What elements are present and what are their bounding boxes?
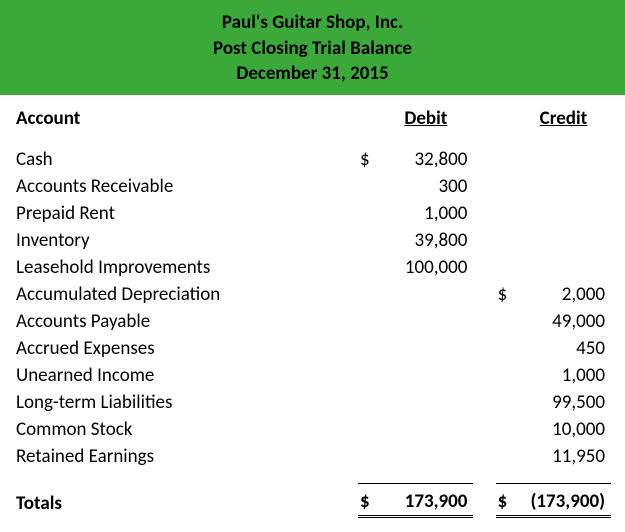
account-name: Leasehold Improvements [14,254,358,281]
table-row: Accrued Expenses 450 [14,335,611,362]
report-body: Account Debit Credit Cash$32,800Accounts… [0,95,625,532]
table-row: Accounts Payable 49,000 [14,308,611,335]
account-name: Inventory [14,227,358,254]
debit-currency-symbol: $ [358,484,382,517]
credit-amount [520,173,611,200]
totals-label: Totals [14,484,358,517]
debit-currency-symbol [358,362,382,389]
credit-amount: 99,500 [520,389,611,416]
table-row: Cash$32,800 [14,146,611,173]
totals-debit: 173,900 [382,484,473,517]
debit-amount [382,443,473,470]
col-header-credit: Credit [520,105,611,132]
table-row: Common Stock 10,000 [14,416,611,443]
col-header-debit: Debit [382,105,473,132]
table-row: Accumulated Depreciation $2,000 [14,281,611,308]
totals-credit: (173,900) [520,484,611,517]
credit-currency-symbol [496,200,520,227]
credit-amount [520,200,611,227]
debit-currency-symbol [358,389,382,416]
debit-amount [382,308,473,335]
totals-row: Totals $ 173,900 $ (173,900) [14,484,611,517]
credit-amount [520,227,611,254]
debit-currency-symbol [358,254,382,281]
account-name: Accrued Expenses [14,335,358,362]
account-name: Accumulated Depreciation [14,281,358,308]
account-name: Accounts Payable [14,308,358,335]
debit-currency-symbol: $ [358,146,382,173]
account-name: Common Stock [14,416,358,443]
credit-currency-symbol [496,308,520,335]
debit-amount [382,281,473,308]
credit-amount: 11,950 [520,443,611,470]
credit-currency-symbol [496,335,520,362]
table-row: Retained Earnings 11,950 [14,443,611,470]
debit-currency-symbol [358,173,382,200]
credit-currency-symbol: $ [496,484,520,517]
debit-amount [382,335,473,362]
table-row: Prepaid Rent 1,000 [14,200,611,227]
credit-amount [520,146,611,173]
debit-currency-symbol [358,443,382,470]
debit-amount [382,362,473,389]
debit-currency-symbol [358,308,382,335]
company-name: Paul's Guitar Shop, Inc. [0,10,625,36]
report-date: December 31, 2015 [0,61,625,87]
debit-currency-symbol [358,416,382,443]
table-row: Unearned Income 1,000 [14,362,611,389]
debit-amount: 32,800 [382,146,473,173]
debit-amount [382,416,473,443]
credit-amount: 1,000 [520,362,611,389]
credit-amount: 2,000 [520,281,611,308]
account-name: Long-term Liabilities [14,389,358,416]
debit-currency-symbol [358,335,382,362]
report-header: Paul's Guitar Shop, Inc. Post Closing Tr… [0,0,625,95]
table-row: Inventory 39,800 [14,227,611,254]
debit-amount: 39,800 [382,227,473,254]
debit-currency-symbol [358,227,382,254]
credit-amount: 450 [520,335,611,362]
debit-currency-symbol [358,281,382,308]
table-row: Leasehold Improvements 100,000 [14,254,611,281]
trial-balance-table: Account Debit Credit Cash$32,800Accounts… [14,105,611,519]
credit-currency-symbol [496,254,520,281]
account-name: Cash [14,146,358,173]
account-name: Accounts Receivable [14,173,358,200]
debit-currency-symbol [358,200,382,227]
credit-currency-symbol [496,362,520,389]
account-name: Retained Earnings [14,443,358,470]
report-title: Post Closing Trial Balance [0,36,625,62]
credit-currency-symbol [496,416,520,443]
credit-currency-symbol [496,443,520,470]
credit-amount: 49,000 [520,308,611,335]
table-row: Accounts Receivable 300 [14,173,611,200]
table-row: Long-term Liabilities 99,500 [14,389,611,416]
column-headers: Account Debit Credit [14,105,611,132]
account-name: Prepaid Rent [14,200,358,227]
debit-amount: 100,000 [382,254,473,281]
credit-currency-symbol [496,146,520,173]
debit-amount: 1,000 [382,200,473,227]
account-name: Unearned Income [14,362,358,389]
credit-currency-symbol: $ [496,281,520,308]
debit-amount: 300 [382,173,473,200]
credit-currency-symbol [496,389,520,416]
debit-amount [382,389,473,416]
col-header-account: Account [14,105,358,132]
credit-currency-symbol [496,173,520,200]
credit-amount: 10,000 [520,416,611,443]
credit-amount [520,254,611,281]
credit-currency-symbol [496,227,520,254]
